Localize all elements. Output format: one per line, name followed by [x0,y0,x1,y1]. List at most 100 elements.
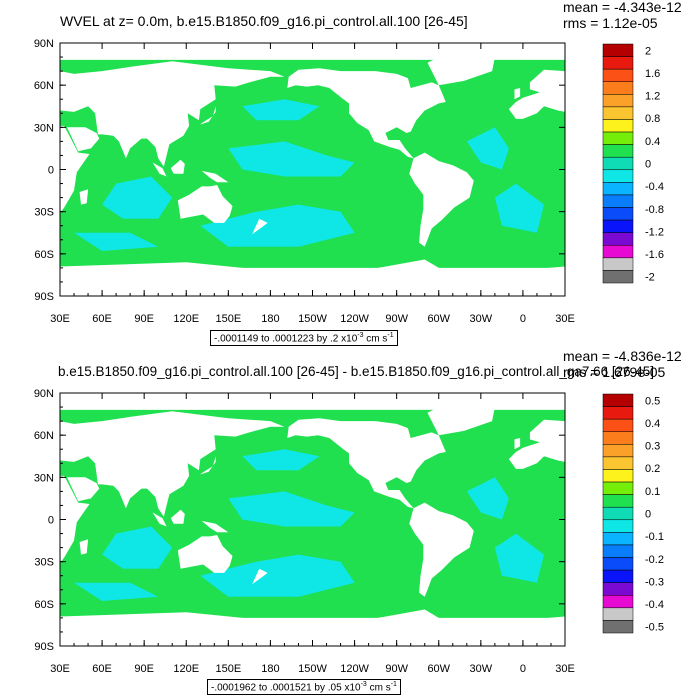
panel-2-contour-patch [102,526,173,569]
panel-2-colorbar-swatch [602,519,634,533]
panel-2-land-mask [60,609,565,646]
panel-1-colorbar-swatch [602,219,634,233]
panel-1-land-mask [177,185,233,223]
panel-1-contour-patch [494,183,544,233]
panel-2-ytick-label: 60S [34,599,54,611]
panel-1-xtick-label: 30E [50,313,70,325]
panel-1-land-mask [508,69,565,119]
panel-1-land-mask [60,259,565,296]
panel-2-colorbar-label: 0.2 [645,463,660,475]
panel-1-land-mask [60,61,285,167]
panel-2-colorbar-swatch [602,557,634,571]
panel-2-colorbar-swatch [602,406,634,420]
panel-1-xtick-label: 30E [555,313,575,325]
panel-2-colorbar-label: -0.4 [645,599,664,611]
panel-1-land-mask [170,159,185,174]
panel-1-plot: 30E 60E 90E 120E 150E 180 150W 120W 90W 60W 30W 0 30… [34,38,664,325]
panel-2-land-mask [67,477,100,502]
panel-1-title: WVEL at z= 0.0m, b.e15.B1850.f09_g16.pi_… [60,13,468,29]
panel-1-land-mask [427,52,495,86]
panel-2-colorbar-swatch [602,532,634,546]
panel-1-ytick-label: 30S [34,207,54,219]
panel-2-colorbar-swatch [602,595,634,609]
panel-2-land-mask [60,475,90,564]
panel-2-colorbar-label: -0.1 [645,531,664,543]
panel-2-range-exp: -3 [360,681,367,688]
panel-2-title: b.e15.B1850.f09_g16.pi_control.all.100 [… [58,364,654,379]
panel-1-xtick-label: 90W [385,313,408,325]
panel-1-range-label: -.0001149 to .0001223 by .2 x10-3 cm s-1 [210,330,398,347]
panel-2-colorbar-swatch [602,456,634,470]
panel-2-colorbar-swatch [602,569,634,583]
panel-1-rms: rms = 1.12e-05 [563,15,658,31]
panel-2-colorbar-label: 0.4 [645,418,660,430]
panel-1-colorbar-swatch [602,182,634,196]
panel-1-colorbar-swatch [602,43,634,57]
panel-1-contour-patch [466,127,509,170]
panel-1-colorbar-label: 0 [645,159,651,171]
panel-1-ytick-label: 90S [34,291,54,303]
panel-2-land-mask [409,502,474,597]
panel-1-colorbar-label: 1.6 [645,68,660,80]
panel-2-colorbar-swatch [602,582,634,596]
panel-1-colorbar-swatch [602,56,634,70]
panel-1-xtick-label: 150E [215,313,241,325]
panel-2-colorbar-label: 0.3 [645,441,660,453]
panel-1-xtick-label: 150W [298,313,327,325]
panel-1-colorbar-swatch [602,169,634,183]
panel-2-contour-patch [74,582,159,601]
panel-2-colorbar-label: 0.5 [645,395,660,407]
panel-2-xtick-label: 90W [385,663,408,675]
panel-2-colorbar-label: -0.3 [645,576,664,588]
panel-1-land-mask [67,127,100,152]
panel-2-ytick-label: 30N [34,472,54,484]
panel-1-colorbar-label: 1.2 [645,91,660,103]
panel-1-colorbar-swatch [602,270,634,284]
panel-1-colorbar-swatch [602,194,634,208]
panel-2-xtick-label: 90E [134,663,154,675]
panel-2-colorbar-swatch [602,431,634,445]
panel-2-colorbar-label: 0 [645,509,651,521]
panel-2-mean: mean = -4.836e-12 [563,348,682,364]
panel-2-xtick-label: 120W [340,663,369,675]
panel-1-colorbar-label: -1.6 [645,249,664,261]
panel-2-xtick-label: 60W [427,663,450,675]
panel-2-contour-patch [494,533,544,583]
panel-1-land-mask [201,170,229,183]
panel-2-colorbar-swatch [602,544,634,558]
panel-2-land-mask [79,539,89,555]
panel-2-colorbar-swatch [602,506,634,521]
panel-2-xtick-label: 30E [555,663,575,675]
panel-2-colorbar-label: -0.2 [645,554,664,566]
panel-2-xtick-label: 180 [261,663,279,675]
panel-1-colorbar-swatch [602,68,634,82]
panel-1-xtick-label: 60E [92,313,112,325]
panel-2-land-mask [427,402,495,436]
panel-2-colorbar-swatch [602,393,634,407]
panel-2-land-mask [514,438,521,450]
panel-2-colorbar-swatch [602,620,634,634]
panel-1-contour-patch [228,141,355,177]
panel-1-mean: mean = -4.343e-12 [563,0,682,15]
panel-2-range-units-exp: -1 [390,681,397,688]
panel-1-colorbar-label: 0.8 [645,113,660,125]
panel-2-land-mask [508,419,565,469]
panel-1-contour-patch [74,232,159,251]
panel-1-colorbar-swatch [602,232,634,246]
panel-1-colorbar-label: 0.4 [645,136,660,148]
panel-2-land-mask [252,568,268,585]
panel-1-xtick-label: 0 [520,313,526,325]
panel-1-colorbar-swatch [602,81,634,95]
panel-1-ytick-label: 60S [34,249,54,261]
panel-2-contour-patch [228,491,355,527]
panel-1-colorbar-label: -1.2 [645,226,664,238]
panel-1-xtick-label: 180 [261,313,279,325]
panel-2-land-mask [60,411,285,517]
panel-2-colorbar-swatch [602,444,634,458]
panel-1-colorbar-label: -0.4 [645,181,664,193]
panel-2-colorbar-swatch [602,481,634,495]
panel-2-xtick-label: 150W [298,663,327,675]
panel-1-ytick-label: 30N [34,122,54,134]
panel-1-colorbar: 2 1.6 1.2 0.8 0.4 0 -0.4 -0.8 -1.2 -1.6 -2 [602,43,664,284]
panel-2-colorbar-swatch [602,469,634,483]
